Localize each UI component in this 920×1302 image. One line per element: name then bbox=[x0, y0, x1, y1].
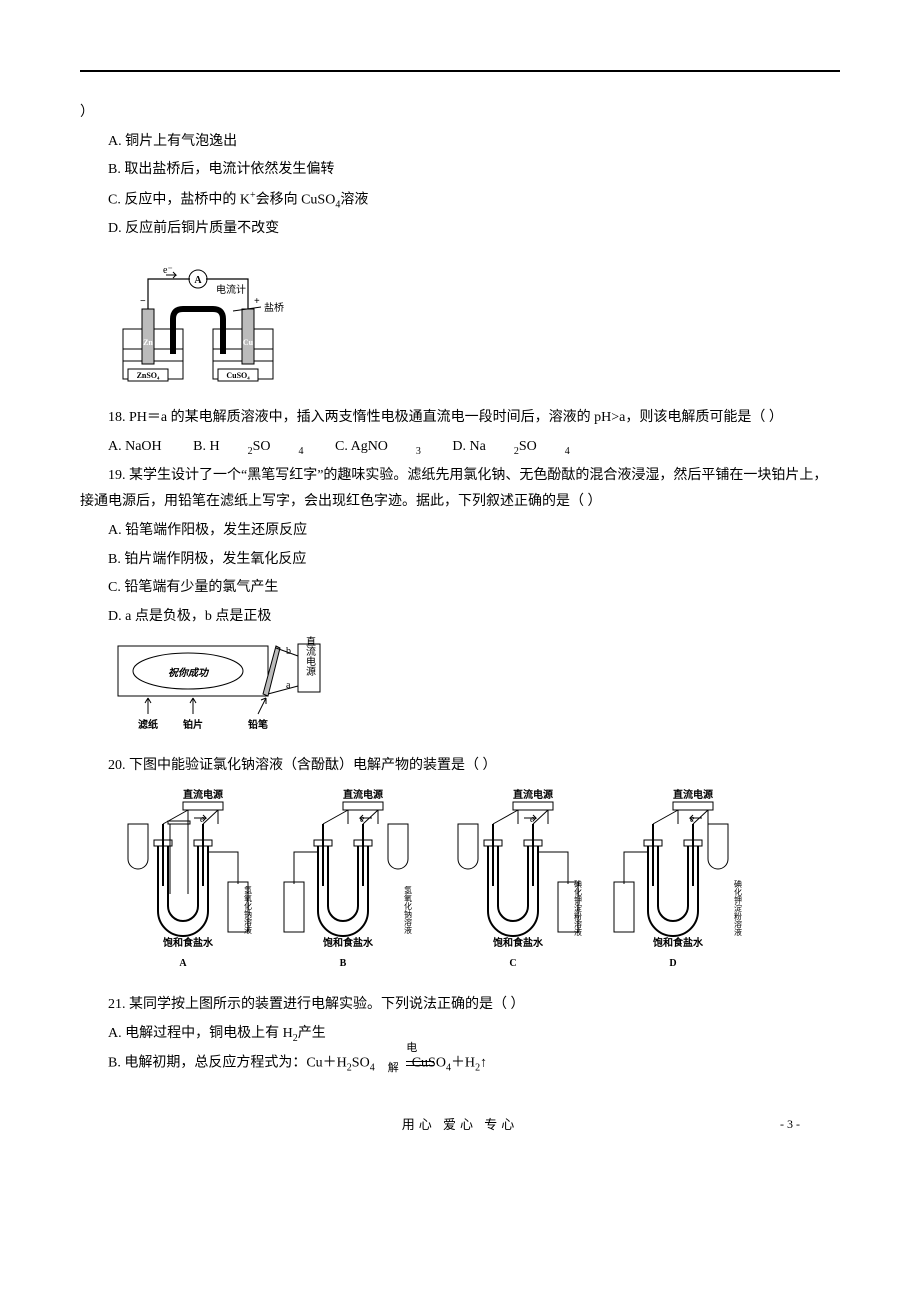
plus-label: + bbox=[254, 296, 260, 307]
galvanic-cell-figure: e⁻ A 电流计 − + Zn Cu 盐桥 ZnSO₄ CuSO₄ bbox=[108, 249, 840, 400]
naoh-a: 氢氧化钠溶液 bbox=[244, 885, 253, 935]
letter-d: D bbox=[669, 958, 676, 969]
salt-bridge-label: 盐桥 bbox=[264, 301, 284, 314]
q19-stem: 19. 某学生设计了一个“黑笔写红字”的趣味实验。滤纸先用氯化钠、无色酚酞的混合… bbox=[80, 463, 840, 516]
pencil-writing-figure: 祝你成功 a b 直流电源 滤纸 铂片 铅笔 bbox=[108, 636, 840, 747]
ki-d: 碘化钾淀粉溶液 bbox=[734, 879, 743, 937]
zn-label: Zn bbox=[143, 338, 153, 347]
page-footer: 用心 爱心 专心 - 3 - bbox=[80, 1113, 840, 1138]
q21-stem: 21. 某同学按上图所示的装置进行电解实验。下列说法正确的是（ ） bbox=[80, 992, 840, 1019]
q17-paren: ） bbox=[80, 100, 840, 127]
q17c-pre: C. 反应中，盐桥中的 K bbox=[108, 192, 250, 207]
dc-c: 直流电源 bbox=[513, 788, 553, 801]
q20-stem: 20. 下图中能验证氯化钠溶液（含酚酞）电解产物的装置是（ ） bbox=[80, 753, 840, 780]
letter-a: A bbox=[179, 958, 187, 969]
znso4-label: ZnSO₄ bbox=[137, 371, 160, 380]
q17-choice-a: A. 铜片上有气泡逸出 bbox=[80, 129, 840, 156]
q21-choice-a: A. 电解过程中，铜电极上有 H2产生 bbox=[80, 1021, 840, 1048]
brine-d: 饱和食盐水 bbox=[653, 936, 704, 949]
footer-motto: 用心 爱心 专心 bbox=[402, 1117, 519, 1132]
q18-choice-a: A. NaOH bbox=[108, 439, 162, 454]
ki-c: 碘化钾淀粉溶液 bbox=[574, 879, 583, 937]
brine-a: 饱和食盐水 bbox=[163, 936, 214, 949]
ammeter-label: 电流计 bbox=[216, 283, 246, 296]
e-minus-label: e⁻ bbox=[163, 265, 173, 276]
brine-b: 饱和食盐水 bbox=[323, 936, 374, 949]
q17-choice-d: D. 反应前后铜片质量不改变 bbox=[80, 216, 840, 243]
electrolysis-devices-figure: 直流电源 e 氢氧化钠溶液 饱和食盐水 A bbox=[108, 786, 840, 987]
top-rule bbox=[80, 70, 840, 72]
q17-choice-c: C. 反应中，盐桥中的 K+会移向 CuSO4溶液 bbox=[80, 186, 840, 214]
letter-c: C bbox=[509, 958, 516, 969]
page-number: - 3 - bbox=[780, 1113, 800, 1136]
q19-choice-c: C. 铅笔端有少量的氯气产生 bbox=[80, 575, 840, 602]
dc-label: 直流电源 bbox=[304, 636, 316, 677]
q18-choice-b: B. H2SO4 bbox=[193, 439, 303, 454]
paper-label: 滤纸 bbox=[138, 718, 158, 731]
q19-choice-a: A. 铅笔端作阳极，发生还原反应 bbox=[80, 518, 840, 545]
dc-b: 直流电源 bbox=[343, 788, 383, 801]
q17-choice-b: B. 取出盐桥后，电流计依然发生偏转 bbox=[80, 157, 840, 184]
ammeter-a: A bbox=[194, 275, 202, 286]
b-label: b bbox=[286, 646, 291, 657]
q17c-mid: 会移向 CuSO bbox=[256, 192, 336, 207]
q18-choice-c: C. AgNO3 bbox=[335, 439, 421, 454]
minus-label: − bbox=[140, 296, 146, 307]
wish-label: 祝你成功 bbox=[168, 667, 210, 679]
q18-stem: 18. PH＝a 的某电解质溶液中，插入两支惰性电极通直流电一段时间后，溶液的 … bbox=[80, 405, 840, 432]
q17c-post: 溶液 bbox=[340, 192, 368, 207]
dc-d: 直流电源 bbox=[673, 788, 713, 801]
naoh-b: 氢氧化钠溶液 bbox=[404, 885, 413, 935]
cuso4-label: CuSO₄ bbox=[226, 371, 250, 380]
cu-label: Cu bbox=[243, 338, 254, 347]
q18-choice-d: D. Na2SO4 bbox=[452, 439, 569, 454]
q19-choice-b: B. 铂片端作阴极，发生氧化反应 bbox=[80, 547, 840, 574]
q21-choice-b: B. 电解初期，总反应方程式为：Cu＋H2SO4 电解 CuSO4＋H2↑ bbox=[80, 1050, 840, 1077]
arrow-top-label: 电解 bbox=[378, 1038, 408, 1080]
pt-label: 铂片 bbox=[183, 718, 203, 731]
dc-a: 直流电源 bbox=[183, 788, 223, 801]
a-label: a bbox=[286, 680, 291, 691]
q18-choices: A. NaOH B. H2SO4 C. AgNO3 D. Na2SO4 bbox=[80, 434, 840, 461]
brine-c: 饱和食盐水 bbox=[493, 936, 544, 949]
q19-choice-d: D. a 点是负极，b 点是正极 bbox=[80, 604, 840, 631]
letter-b: B bbox=[340, 958, 347, 969]
pencil-label: 铅笔 bbox=[248, 718, 268, 731]
